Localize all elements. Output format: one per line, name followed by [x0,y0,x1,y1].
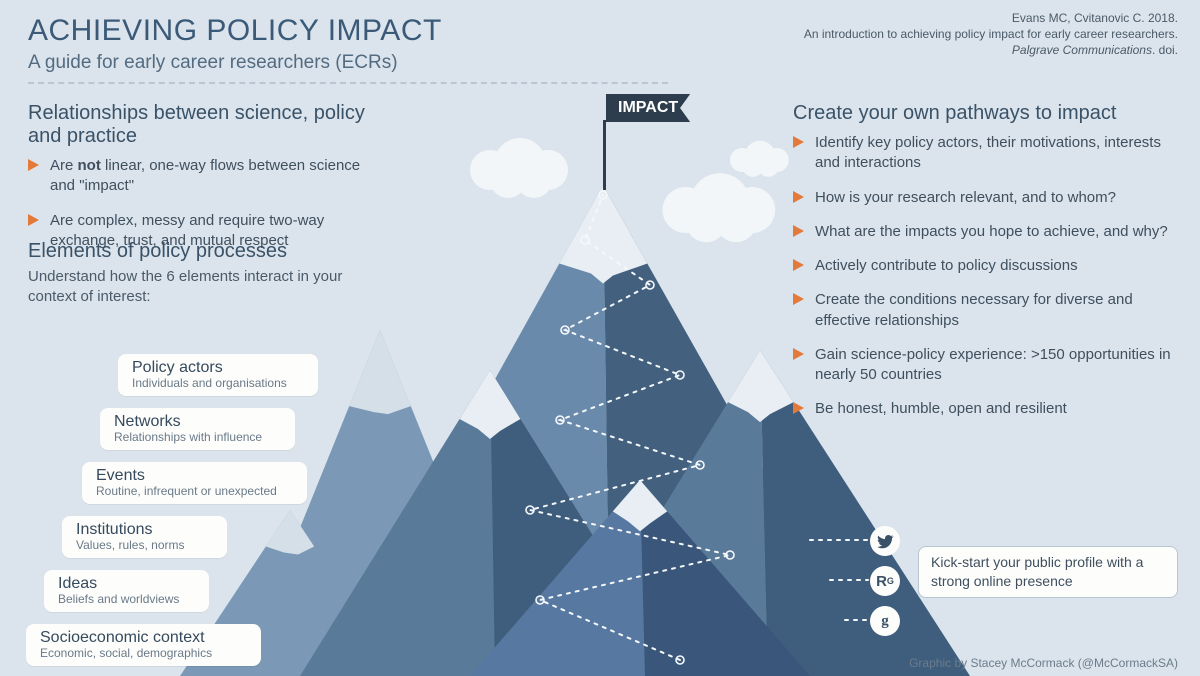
citation-block: Evans MC, Cvitanovic C. 2018. An introdu… [804,10,1178,59]
policy-element-box: InstitutionsValues, rules, norms [62,516,227,558]
element-desc: Values, rules, norms [76,538,213,552]
bullet-item: Create the conditions necessary for dive… [793,290,1178,331]
element-desc: Beliefs and worldviews [58,592,195,606]
researchgate-icon: RG [870,566,900,596]
element-label: Ideas [58,575,195,593]
google-scholar-icon: g [870,606,900,636]
element-desc: Routine, infrequent or unexpected [96,484,293,498]
citation-line: Palgrave Communications. doi. [804,42,1178,58]
twitter-icon [870,526,900,556]
bullet-item: Be honest, humble, open and resilient [793,399,1178,419]
bullet-item: What are the impacts you hope to achieve… [793,222,1178,242]
header-divider [28,82,668,84]
policy-element-box: EventsRoutine, infrequent or unexpected [82,462,307,504]
element-desc: Economic, social, demographics [40,646,247,660]
element-desc: Individuals and organisations [132,376,304,390]
section-elements: Elements of policy processes Understand … [28,240,388,308]
bullet-item: Are not linear, one-way flows between sc… [28,156,388,197]
section-heading: Elements of policy processes [28,240,388,263]
policy-element-box: IdeasBeliefs and worldviews [44,570,209,612]
element-label: Policy actors [132,359,304,377]
graphic-credit: Graphic by Stacey McCormack (@McCormackS… [909,656,1178,670]
element-label: Institutions [76,521,213,539]
bullet-item: Identify key policy actors, their motiva… [793,133,1178,174]
bullet-list: Are not linear, one-way flows between sc… [28,156,388,251]
policy-element-box: Socioeconomic contextEconomic, social, d… [26,624,261,666]
section-pathways: Create your own pathways to impact Ident… [793,102,1178,434]
flag-pole [603,120,606,190]
bullet-list: Identify key policy actors, their motiva… [793,133,1178,420]
element-label: Networks [114,413,281,431]
section-heading: Relationships between science, policy an… [28,102,388,148]
section-subtext: Understand how the 6 elements interact i… [28,267,388,308]
bullet-item: Gain science-policy experience: >150 opp… [793,345,1178,386]
element-label: Events [96,467,293,485]
policy-element-box: Policy actorsIndividuals and organisatio… [118,354,318,396]
infographic-canvas: ACHIEVING POLICY IMPACT A guide for earl… [0,0,1200,676]
policy-element-box: NetworksRelationships with influence [100,408,295,450]
page-title: ACHIEVING POLICY IMPACT [28,14,442,48]
section-heading: Create your own pathways to impact [793,102,1178,125]
online-presence-callout: Kick-start your public profile with a st… [918,546,1178,598]
bullet-item: Actively contribute to policy discussion… [793,256,1178,276]
element-label: Socioeconomic context [40,629,247,647]
bullet-item: How is your research relevant, and to wh… [793,188,1178,208]
page-subtitle: A guide for early career researchers (EC… [28,52,398,74]
citation-line: Evans MC, Cvitanovic C. 2018. [804,10,1178,26]
citation-line: An introduction to achieving policy impa… [804,26,1178,42]
element-desc: Relationships with influence [114,430,281,444]
impact-flag: IMPACT [606,94,690,122]
